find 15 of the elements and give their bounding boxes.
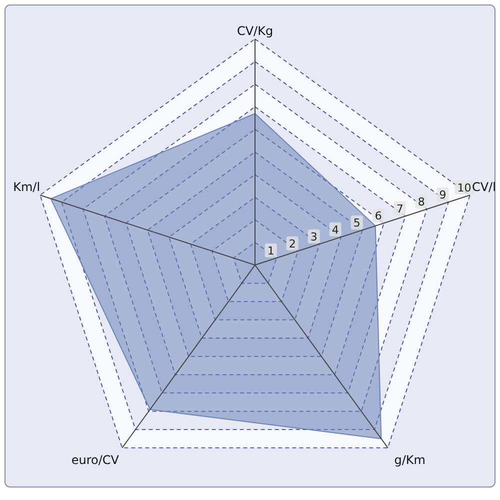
y-tick-label: 3 xyxy=(310,230,318,244)
spoke-label: CV/l xyxy=(472,180,496,194)
spoke-label: g/Km xyxy=(394,452,426,467)
y-tick-label: 9 xyxy=(439,188,446,202)
y-tick-label: 2 xyxy=(288,237,296,250)
y-tick-label: 8 xyxy=(418,195,425,208)
spoke-label: Km/l xyxy=(13,180,40,194)
spoke-label: euro/CV xyxy=(71,452,120,467)
y-tick-label: 7 xyxy=(396,202,404,216)
y-tick-label: 5 xyxy=(353,216,360,230)
y-tick-label: 10 xyxy=(457,182,472,195)
y-tick-label: 4 xyxy=(332,223,339,236)
y-tick-label: 1 xyxy=(267,244,274,258)
y-tick-label: 6 xyxy=(374,209,382,222)
spoke-label: CV/Kg xyxy=(236,24,274,38)
